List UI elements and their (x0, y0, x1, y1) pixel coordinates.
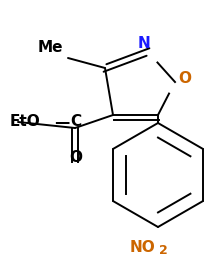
Text: —: — (54, 115, 69, 129)
Text: O: O (69, 151, 82, 165)
Text: O: O (177, 70, 190, 86)
Text: 2: 2 (158, 245, 167, 258)
Text: N: N (137, 37, 150, 51)
Text: C: C (70, 115, 81, 129)
Text: EtO: EtO (10, 115, 41, 129)
Text: NO: NO (129, 240, 155, 256)
Text: Me: Me (38, 40, 63, 56)
